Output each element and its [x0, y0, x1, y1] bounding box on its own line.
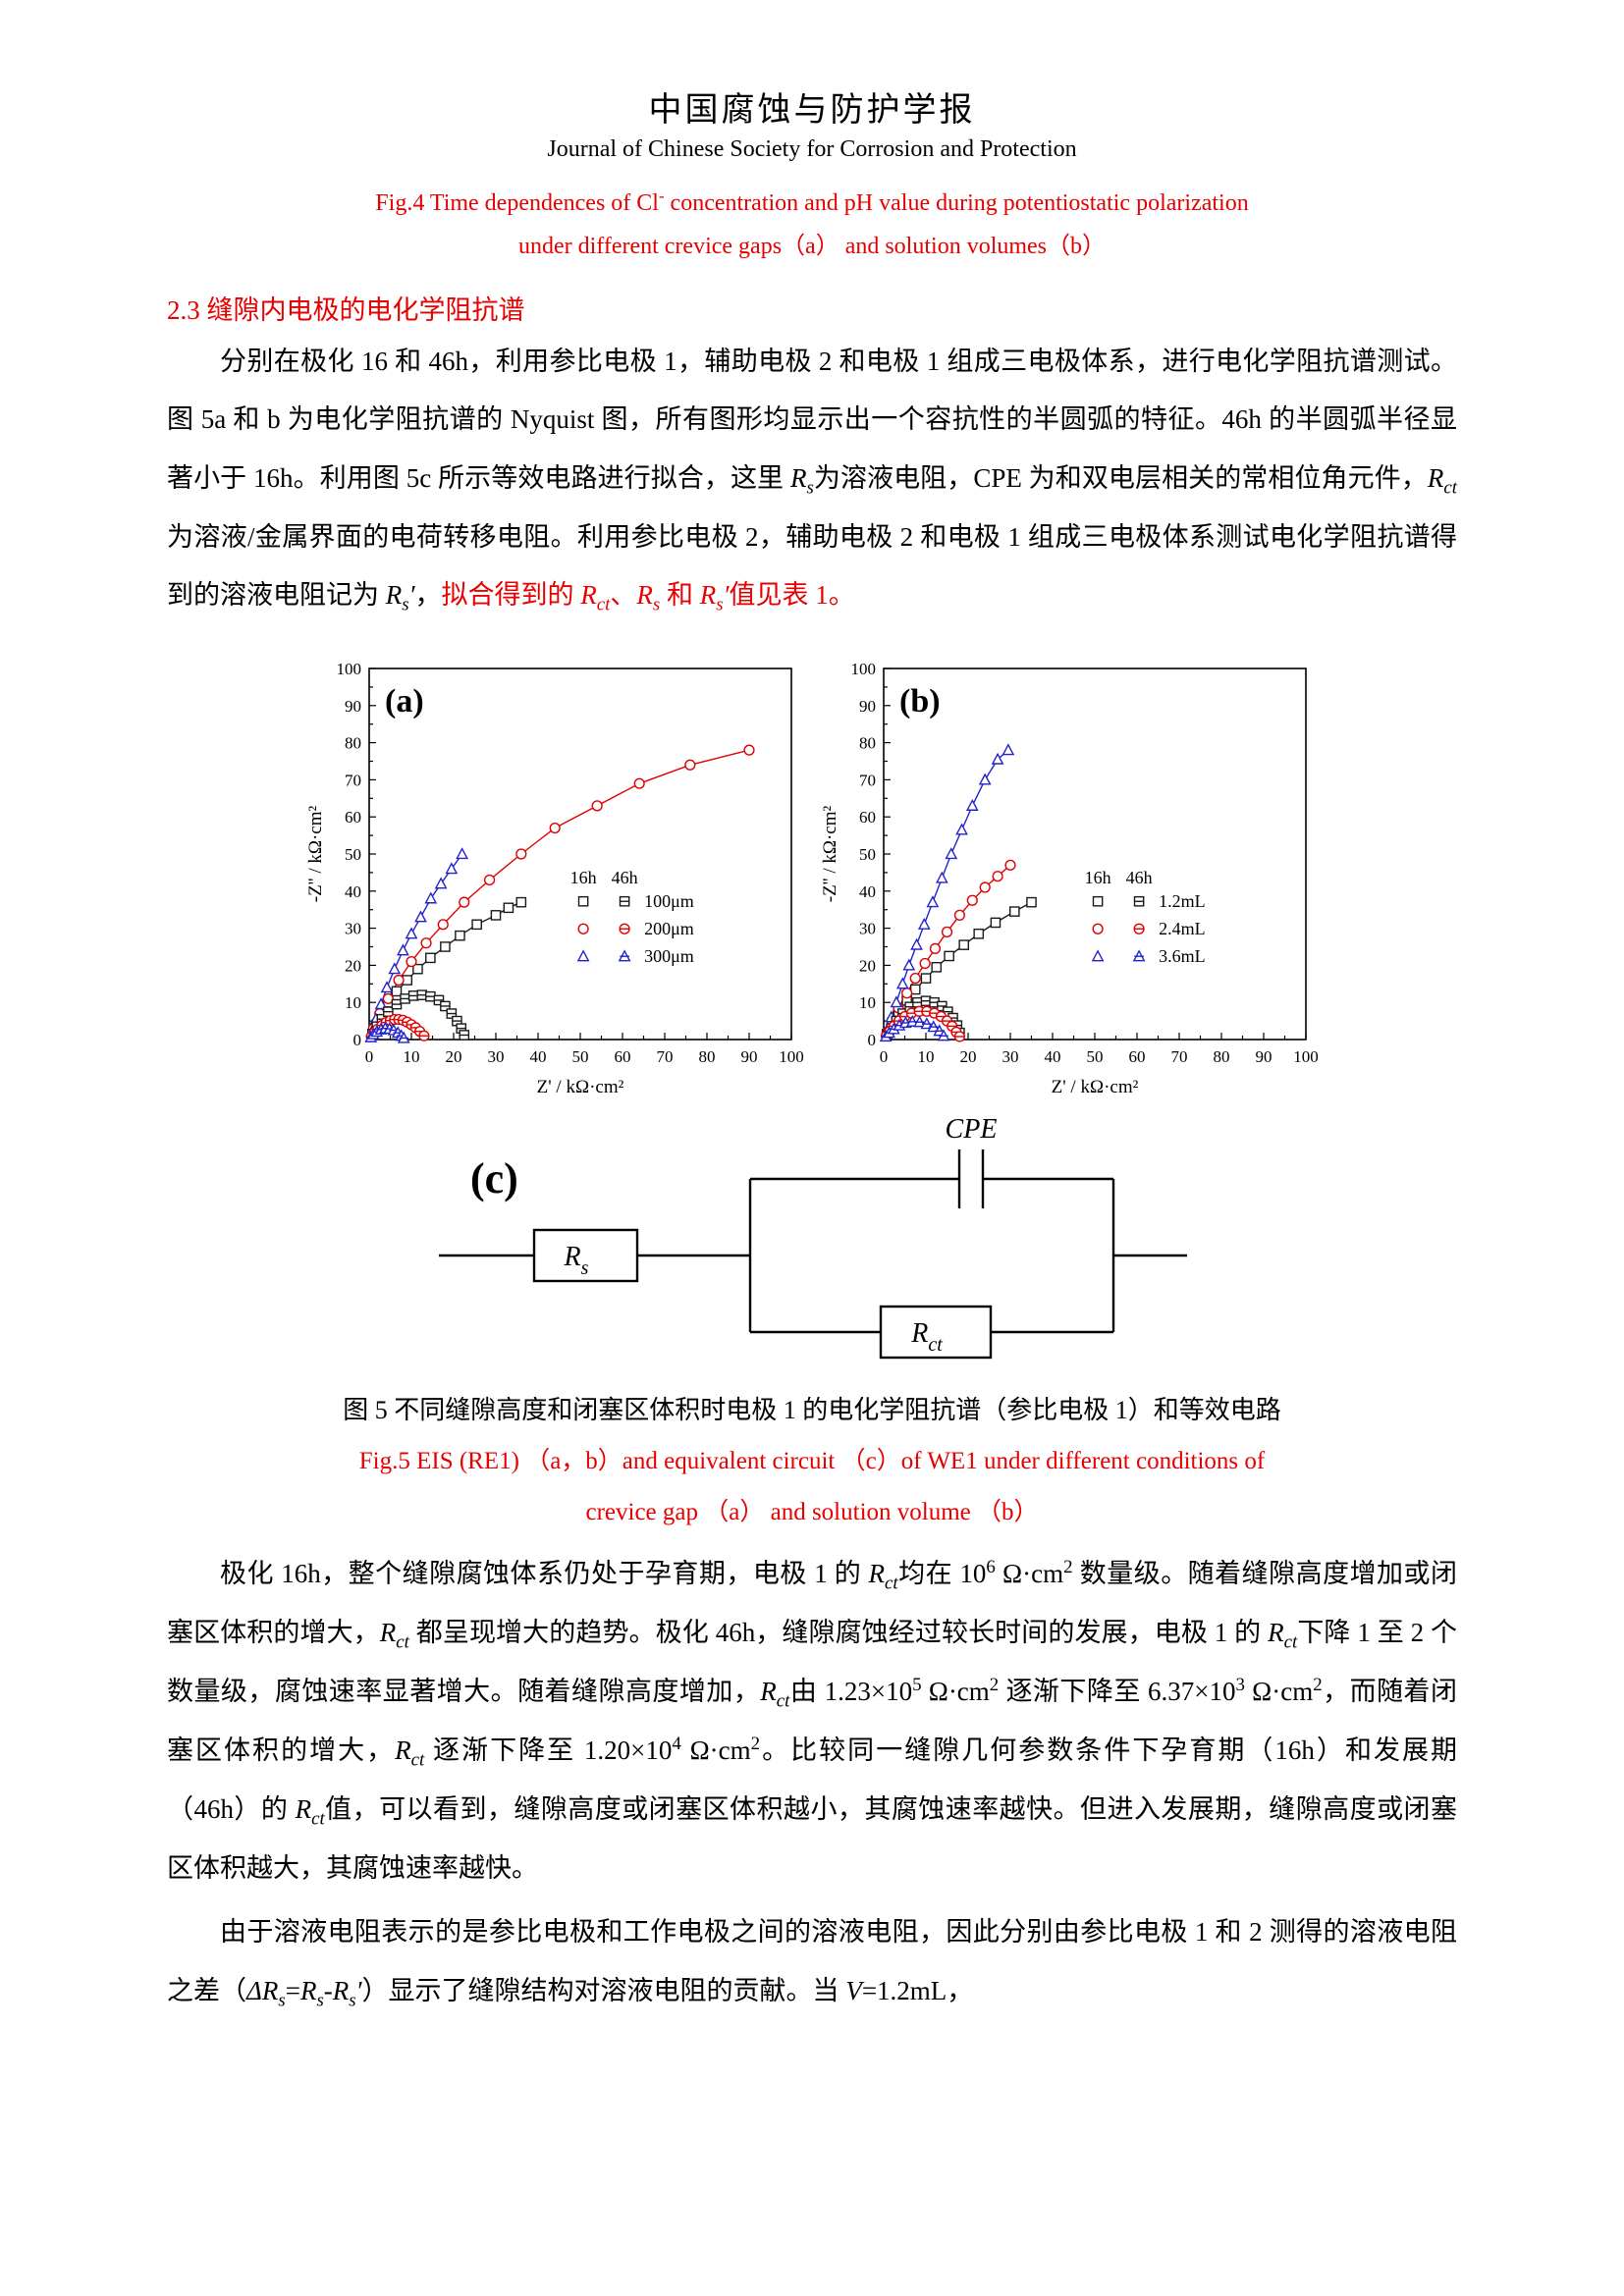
- svg-text:40: 40: [859, 882, 876, 901]
- svg-text:90: 90: [345, 697, 361, 716]
- svg-text:90: 90: [741, 1047, 758, 1066]
- svg-text:80: 80: [699, 1047, 716, 1066]
- svg-text:80: 80: [859, 734, 876, 753]
- svg-text:80: 80: [345, 734, 361, 753]
- svg-text:200μm: 200μm: [644, 919, 694, 938]
- paragraph-1: 分别在极化 16 和 46h，利用参比电极 1，辅助电极 2 和电极 1 组成三…: [167, 346, 1457, 615]
- svg-text:300μm: 300μm: [644, 946, 694, 966]
- svg-text:30: 30: [1002, 1047, 1019, 1066]
- svg-text:0: 0: [365, 1047, 374, 1066]
- section-heading-2-3: 2.3 缝隙内电极的电化学阻抗谱: [167, 294, 525, 325]
- equivalent-circuit: (c) CPE Rs Rct: [167, 1108, 1457, 1371]
- nyquist-chart-a: 0 10 20 30 40 50 60 70 80 90 100 0 10 20 30 40 50 60 70 80 9…: [304, 651, 805, 1102]
- svg-text:10: 10: [345, 993, 361, 1012]
- svg-text:50: 50: [572, 1047, 589, 1066]
- circuit-wires: [439, 1148, 1187, 1360]
- svg-text:100: 100: [779, 1047, 804, 1066]
- svg-text:100: 100: [337, 660, 362, 678]
- svg-text:10: 10: [859, 993, 876, 1012]
- svg-text:100μm: 100μm: [644, 891, 694, 911]
- svg-text:70: 70: [345, 771, 361, 789]
- rct-label: Rct: [910, 1318, 943, 1356]
- fig5-caption-en-line1: Fig.5 EIS (RE1) （a，b）and equivalent circ…: [358, 1447, 1266, 1474]
- svg-text:Z' / kΩ·cm²: Z' / kΩ·cm²: [1052, 1077, 1139, 1097]
- svg-text:60: 60: [345, 808, 361, 827]
- svg-text:(b): (b): [899, 683, 941, 720]
- svg-text:30: 30: [859, 920, 876, 938]
- figure5-charts: 0 10 20 30 40 50 60 70 80 90 100 0 10 20 30 40 50 60 70 80 9…: [167, 651, 1457, 1102]
- svg-text:16h: 16h: [1085, 868, 1111, 887]
- svg-text:30: 30: [345, 920, 361, 938]
- svg-text:40: 40: [345, 882, 361, 901]
- svg-text:100: 100: [1293, 1047, 1319, 1066]
- svg-text:50: 50: [345, 845, 361, 864]
- svg-text:46h: 46h: [612, 868, 638, 887]
- fig5-caption-zh: 图 5 不同缝隙高度和闭塞区体积时电极 1 的电化学阻抗谱（参比电极 1）和等效…: [343, 1395, 1281, 1424]
- svg-text:90: 90: [859, 697, 876, 716]
- svg-text:20: 20: [446, 1047, 462, 1066]
- nyquist-chart-b: 0 10 20 30 40 50 60 70 80 90 100 0 10 20 30 40 50 60 70 80 9…: [819, 651, 1320, 1102]
- svg-text:0: 0: [868, 1031, 877, 1049]
- svg-text:50: 50: [859, 845, 876, 864]
- svg-text:46h: 46h: [1126, 868, 1153, 887]
- svg-text:50: 50: [1087, 1047, 1104, 1066]
- cpe-label: CPE: [946, 1114, 998, 1145]
- rs-label: Rs: [564, 1242, 589, 1279]
- page-content: 中国腐蚀与防护学报 Journal of Chinese Society for…: [167, 92, 1458, 2011]
- svg-text:40: 40: [530, 1047, 547, 1066]
- svg-text:80: 80: [1214, 1047, 1230, 1066]
- equivalent-circuit-svg: (c) CPE Rs Rct: [439, 1114, 1187, 1360]
- svg-text:-Z'' / kΩ·cm²: -Z'' / kΩ·cm²: [820, 805, 840, 902]
- svg-text:10: 10: [918, 1047, 935, 1066]
- svg-text:30: 30: [488, 1047, 505, 1066]
- svg-text:20: 20: [345, 956, 361, 975]
- svg-text:60: 60: [615, 1047, 631, 1066]
- fig4-caption-line1: Fig.4 Time dependences of Cl- concentrat…: [375, 187, 1249, 216]
- svg-text:70: 70: [657, 1047, 674, 1066]
- fig4-caption-line2: under different crevice gaps（a） and solu…: [517, 234, 1107, 260]
- svg-text:20: 20: [859, 956, 876, 975]
- paragraph-2: 极化 16h，整个缝隙腐蚀体系仍处于孕育期，电极 1 的 Rct均在 106 Ω…: [167, 1556, 1458, 1883]
- nyquist-plot-a-svg: 0 10 20 30 40 50 60 70 80 90 100 0 10 20 30 40 50 60 70 80 9…: [305, 660, 804, 1097]
- svg-text:16h: 16h: [570, 868, 597, 887]
- svg-text:70: 70: [1171, 1047, 1188, 1066]
- svg-text:(a): (a): [385, 683, 424, 720]
- svg-text:0: 0: [353, 1031, 362, 1049]
- fig5-caption-en-line2: crevice gap （a） and solution volume （b）: [585, 1499, 1039, 1526]
- svg-text:60: 60: [859, 808, 876, 827]
- svg-text:1.2mL: 1.2mL: [1159, 891, 1206, 911]
- svg-text:90: 90: [1256, 1047, 1272, 1066]
- circuit-panel-label: (c): [470, 1154, 518, 1202]
- svg-text:-Z'' / kΩ·cm²: -Z'' / kΩ·cm²: [305, 805, 326, 902]
- svg-text:0: 0: [880, 1047, 889, 1066]
- svg-text:Z' / kΩ·cm²: Z' / kΩ·cm²: [537, 1077, 624, 1097]
- svg-text:100: 100: [851, 660, 877, 678]
- svg-text:60: 60: [1129, 1047, 1146, 1066]
- nyquist-plot-b-svg: 0 10 20 30 40 50 60 70 80 90 100 0 10 20 30 40 50 60 70 80 9…: [820, 660, 1319, 1097]
- svg-text:20: 20: [960, 1047, 977, 1066]
- svg-text:10: 10: [404, 1047, 420, 1066]
- svg-text:40: 40: [1045, 1047, 1061, 1066]
- journal-title-zh: 中国腐蚀与防护学报: [648, 92, 976, 129]
- paragraph-3: 由于溶液电阻表示的是参比电极和工作电极之间的溶液电阻，因此分别由参比电极 1 和…: [167, 1917, 1457, 2011]
- svg-text:3.6mL: 3.6mL: [1159, 946, 1206, 966]
- journal-title-en: Journal of Chinese Society for Corrosion…: [547, 136, 1077, 162]
- svg-text:70: 70: [859, 771, 876, 789]
- svg-text:2.4mL: 2.4mL: [1159, 919, 1206, 938]
